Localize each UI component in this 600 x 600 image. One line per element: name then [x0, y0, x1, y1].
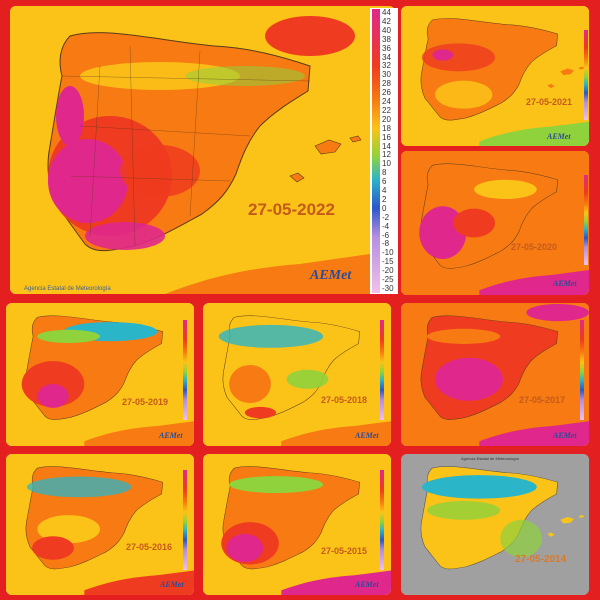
scale-tick-label: 12	[382, 150, 391, 160]
scale-tick-label: -15	[382, 257, 394, 267]
aemet-logo: AEMet	[553, 279, 577, 288]
temperature-map-2018	[203, 303, 391, 446]
scale-tick-label: -2	[382, 212, 390, 222]
mini-temperature-scale	[584, 30, 588, 120]
scale-tick-label: 28	[382, 79, 391, 89]
scale-tick-label: 36	[382, 43, 391, 53]
mini-temperature-scale	[183, 470, 187, 570]
aemet-logo: AEMet	[160, 580, 184, 589]
temperature-scale: 44 42 40 38 36 34 32 30 28 26 24 22 20 18 16 14 12 10 8 6 4 2…	[370, 8, 398, 294]
aemet-logo-text: AEMet	[310, 268, 352, 283]
temperature-scale-bar	[372, 9, 380, 293]
temperature-map-2014	[401, 454, 589, 595]
scale-tick-label: 4	[382, 186, 387, 195]
scale-tick-label: -10	[382, 248, 394, 258]
aemet-logo: AEMet	[310, 268, 351, 284]
scale-tick-label: 24	[382, 97, 391, 106]
agency-credit: Agencia Estatal de Meteorología	[461, 456, 519, 461]
scale-tick-label: 20	[382, 114, 391, 124]
scale-tick-label: 0	[382, 203, 387, 213]
map-panel-2018: 27-05-2018 AEMet	[203, 303, 391, 446]
aemet-logo: AEMet	[553, 431, 577, 440]
map-panel-2022: 27-05-2022 Agencia Estatal de Meteorolog…	[10, 6, 395, 294]
map-date-label: 27-05-2020	[511, 242, 558, 252]
aemet-logo: AEMet	[159, 431, 183, 440]
map-panel-2015: 27-05-2015 AEMet	[203, 454, 391, 595]
mini-temperature-scale	[380, 320, 384, 420]
scale-tick-label: 34	[382, 52, 391, 62]
scale-tick-label: -20	[382, 266, 394, 276]
scale-tick-label: 42	[382, 16, 391, 26]
map-panel-2014: Agencia Estatal de Meteorología 27-05-20…	[401, 454, 589, 595]
map-panel-2019: 27-05-2019 AEMet	[6, 303, 194, 446]
map-date-label: 27-05-2016	[126, 542, 173, 552]
agency-credit: Agencia Estatal de Meteorología	[24, 286, 111, 292]
scale-tick-label: 26	[382, 88, 391, 98]
map-date-label: 27-05-2017	[519, 395, 566, 405]
map-date-label: 27-05-2022	[248, 200, 335, 219]
mini-temperature-scale	[584, 175, 588, 265]
mini-temperature-scale	[183, 320, 187, 420]
scale-tick-label: 10	[382, 159, 391, 169]
mini-temperature-scale	[580, 320, 584, 420]
temperature-map-2016	[6, 454, 194, 595]
scale-tick-label: 38	[382, 34, 391, 44]
mini-temperature-scale	[380, 470, 384, 570]
scale-tick-label: 22	[382, 105, 391, 115]
temperature-map-2015	[203, 454, 391, 595]
scale-tick-label: 44	[382, 8, 391, 17]
aemet-logo: AEMet	[355, 431, 379, 440]
scale-tick-label: 8	[382, 168, 387, 178]
map-date-label: 27-05-2021	[526, 97, 573, 107]
temperature-map-2019	[6, 303, 194, 446]
scale-tick-label: -30	[382, 283, 394, 293]
scale-tick-label: 40	[382, 25, 391, 35]
map-date-label: 27-05-2018	[321, 395, 368, 405]
temperature-map-2021	[401, 6, 589, 146]
scale-tick-label: -8	[382, 239, 390, 249]
temperature-map-2017	[401, 303, 589, 446]
scale-tick-label: 18	[382, 123, 391, 133]
map-panel-2020: 27-05-2020 AEMet	[401, 151, 589, 295]
scale-tick-label: 16	[382, 132, 391, 142]
scale-tick-label: 2	[382, 194, 387, 204]
scale-tick-label: -25	[382, 275, 394, 284]
map-panel-2021: 27-05-2021 AEMet	[401, 6, 589, 146]
map-date-label: 27-05-2014	[515, 554, 567, 565]
scale-tick-label: 14	[382, 141, 391, 151]
scale-tick-label: -4	[382, 221, 390, 231]
aemet-logo: AEMet	[355, 580, 379, 589]
scale-tick-label: -6	[382, 230, 390, 240]
map-panel-2016: 27-05-2016 AEMet	[6, 454, 194, 595]
aemet-logo: AEMet	[547, 132, 571, 141]
map-date-label: 27-05-2015	[321, 546, 368, 556]
scale-tick-label: 6	[382, 177, 387, 187]
scale-tick-label: 30	[382, 70, 391, 80]
temperature-map-2020	[401, 151, 589, 295]
temperature-map-2022	[10, 6, 395, 294]
scale-tick-label: 32	[382, 61, 391, 71]
map-date-label: 27-05-2019	[122, 397, 169, 407]
map-panel-2017: 27-05-2017 AEMet	[401, 303, 589, 446]
